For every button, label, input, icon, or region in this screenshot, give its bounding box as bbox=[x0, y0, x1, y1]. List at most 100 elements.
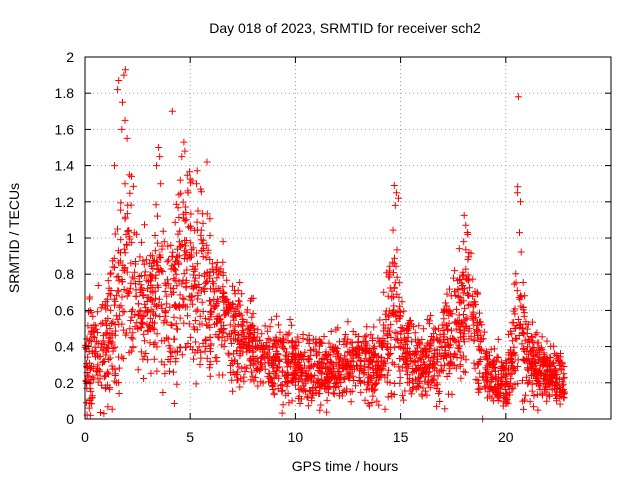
data-point bbox=[155, 144, 163, 151]
data-point bbox=[94, 282, 102, 289]
data-point bbox=[523, 373, 531, 381]
data-point bbox=[297, 364, 305, 372]
data-point bbox=[460, 330, 468, 338]
data-point bbox=[552, 351, 560, 359]
data-point bbox=[526, 377, 534, 385]
data-point bbox=[115, 259, 123, 267]
data-point bbox=[320, 333, 328, 340]
data-point bbox=[331, 380, 339, 387]
data-point bbox=[408, 338, 416, 346]
data-point bbox=[248, 313, 256, 321]
data-point bbox=[466, 284, 473, 292]
data-point bbox=[388, 308, 396, 316]
data-point bbox=[140, 330, 148, 338]
data-point bbox=[524, 343, 531, 351]
data-point bbox=[402, 349, 410, 357]
data-point bbox=[490, 356, 498, 364]
data-point bbox=[147, 271, 155, 279]
data-point bbox=[199, 308, 207, 315]
data-point bbox=[203, 321, 211, 329]
data-point bbox=[464, 301, 472, 309]
data-point bbox=[102, 351, 110, 359]
data-point bbox=[349, 358, 357, 366]
data-point bbox=[97, 320, 105, 328]
data-point bbox=[445, 319, 453, 327]
data-point bbox=[459, 268, 467, 276]
data-point bbox=[177, 189, 185, 197]
data-point bbox=[308, 374, 316, 382]
data-point bbox=[282, 351, 289, 359]
data-point bbox=[487, 345, 495, 353]
x-tick-label: 15 bbox=[393, 429, 409, 445]
data-point bbox=[96, 368, 104, 376]
data-point bbox=[117, 236, 125, 244]
data-point bbox=[472, 300, 479, 308]
data-point bbox=[485, 385, 493, 393]
data-point bbox=[250, 325, 258, 333]
data-point bbox=[514, 316, 522, 323]
data-point bbox=[506, 369, 514, 377]
data-point bbox=[305, 355, 313, 363]
data-point bbox=[370, 353, 378, 361]
data-point bbox=[455, 337, 463, 345]
data-point bbox=[123, 240, 130, 248]
data-point bbox=[556, 353, 564, 361]
data-point bbox=[555, 376, 563, 383]
data-point bbox=[391, 343, 399, 351]
data-point bbox=[190, 283, 198, 291]
data-point bbox=[107, 287, 115, 294]
data-point bbox=[97, 381, 105, 389]
data-point bbox=[435, 390, 443, 397]
x-tick-label: 0 bbox=[81, 429, 89, 445]
data-point bbox=[154, 281, 162, 289]
data-point bbox=[99, 319, 107, 327]
data-point bbox=[182, 276, 190, 284]
y-tick-label: 0.2 bbox=[55, 375, 75, 391]
data-point bbox=[534, 351, 542, 359]
data-point bbox=[408, 369, 416, 377]
data-point bbox=[364, 364, 372, 372]
data-point bbox=[512, 270, 520, 278]
data-point bbox=[464, 271, 472, 279]
data-point bbox=[126, 325, 134, 333]
data-point bbox=[332, 326, 340, 334]
data-point bbox=[179, 302, 187, 310]
data-point bbox=[172, 200, 180, 208]
data-point bbox=[543, 337, 551, 345]
data-point bbox=[459, 289, 467, 297]
data-point bbox=[189, 262, 197, 270]
data-point bbox=[142, 256, 150, 264]
data-point bbox=[247, 357, 255, 365]
data-point bbox=[558, 366, 566, 374]
data-point bbox=[397, 308, 404, 316]
data-point bbox=[299, 382, 307, 390]
data-point bbox=[298, 351, 306, 359]
data-point bbox=[457, 299, 465, 307]
data-point bbox=[116, 312, 124, 320]
data-point bbox=[410, 350, 418, 358]
data-point bbox=[406, 317, 414, 325]
data-point bbox=[540, 370, 548, 378]
data-point bbox=[440, 315, 448, 323]
data-point bbox=[474, 361, 482, 369]
data-point bbox=[220, 343, 228, 351]
data-point bbox=[550, 350, 558, 358]
data-point bbox=[517, 248, 525, 256]
data-point bbox=[138, 319, 146, 327]
data-point bbox=[144, 327, 152, 335]
data-point bbox=[94, 352, 101, 360]
data-point bbox=[106, 354, 114, 362]
data-point bbox=[361, 363, 369, 371]
data-point bbox=[470, 302, 478, 310]
data-point bbox=[400, 356, 408, 364]
data-point bbox=[114, 86, 122, 94]
data-point bbox=[362, 332, 370, 340]
data-point bbox=[86, 359, 94, 367]
data-point bbox=[265, 359, 273, 367]
data-point bbox=[187, 210, 195, 218]
data-point bbox=[348, 346, 356, 354]
data-point bbox=[482, 364, 490, 372]
data-point bbox=[408, 377, 416, 385]
data-point bbox=[153, 367, 161, 375]
data-point bbox=[542, 379, 550, 387]
